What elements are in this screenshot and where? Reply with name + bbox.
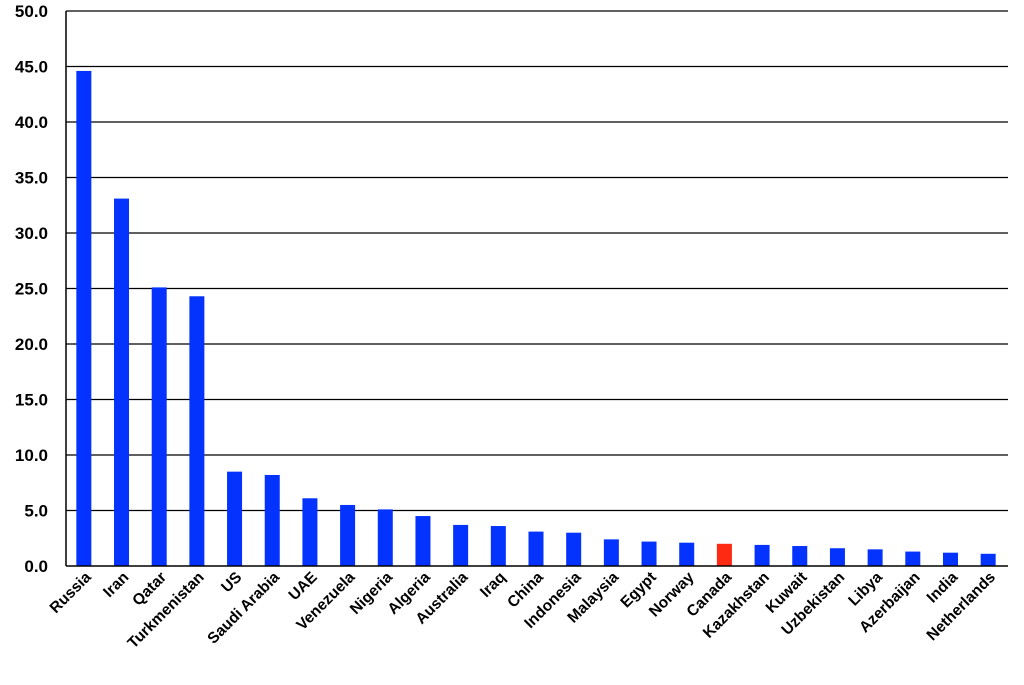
y-tick-label: 25.0	[15, 280, 48, 299]
bar-canada	[716, 543, 732, 566]
y-tick-label: 35.0	[15, 169, 48, 188]
x-tick-label: US	[218, 569, 245, 596]
bar-libya	[867, 549, 883, 566]
bar-malaysia	[603, 539, 619, 566]
y-tick-label: 10.0	[15, 446, 48, 465]
y-tick-label: 45.0	[15, 58, 48, 77]
y-tick-label: 5.0	[24, 502, 48, 521]
bar-kuwait	[792, 546, 808, 566]
bars	[76, 70, 996, 566]
bar-egypt	[641, 541, 657, 566]
bar-kazakhstan	[754, 544, 770, 566]
x-tick-label: Iraq	[477, 569, 509, 601]
bar-nigeria	[377, 509, 393, 566]
bar-uae	[302, 498, 318, 566]
bar-iran	[114, 198, 130, 566]
bar-turkmenistan	[189, 296, 205, 566]
bar-qatar	[151, 287, 167, 566]
y-tick-label: 0.0	[24, 557, 48, 576]
bar-uzbekistan	[829, 548, 845, 566]
bar-azerbaijan	[905, 551, 921, 566]
bar-indonesia	[566, 532, 582, 566]
y-tick-label: 20.0	[15, 335, 48, 354]
y-tick-labels: 0.0 5.0 10.0 15.0 20.0 25.0 30.0 35.0 40.0 45.0 50…	[15, 2, 48, 576]
bar-venezuela	[340, 504, 356, 566]
gridlines	[66, 10, 1008, 512]
bar-us	[227, 471, 243, 566]
axes	[65, 11, 1008, 567]
bar-india	[942, 552, 958, 566]
bar-netherlands	[980, 553, 996, 566]
x-tick-label: Iran	[100, 569, 132, 601]
y-tick-label: 40.0	[15, 113, 48, 132]
bar-norway	[679, 542, 695, 566]
bar-russia	[76, 70, 92, 566]
bar-algeria	[415, 516, 431, 566]
bar-saudi-arabia	[264, 474, 280, 566]
bar-china	[528, 531, 544, 566]
x-tick-label: Russia	[47, 569, 95, 617]
bar-iraq	[490, 526, 506, 566]
y-tick-label: 15.0	[15, 391, 48, 410]
y-tick-label: 50.0	[15, 2, 48, 21]
y-tick-label: 30.0	[15, 224, 48, 243]
bar-australia	[453, 524, 469, 566]
